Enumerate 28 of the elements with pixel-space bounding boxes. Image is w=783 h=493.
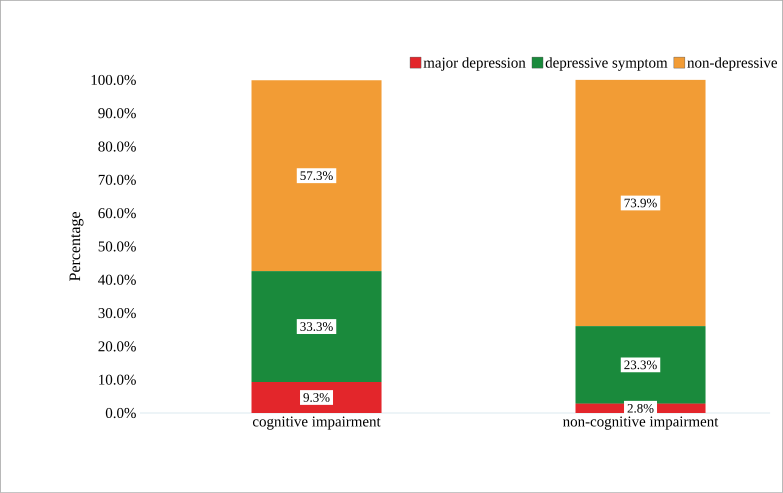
data-label: 73.9% — [624, 198, 657, 208]
data-label: 2.8% — [628, 404, 654, 413]
y-tick-label: 50.0% — [98, 241, 136, 252]
x-tick-label: cognitive impairment — [252, 416, 381, 430]
legend-label: non-depressive — [687, 57, 778, 71]
y-tick-label: 80.0% — [98, 141, 136, 152]
y-tick-label: 20.0% — [98, 341, 136, 352]
y-tick-label: 100.0% — [92, 74, 136, 86]
y-tick-label: 90.0% — [98, 108, 136, 118]
bar — [252, 80, 382, 272]
x-tick-label: non-cognitive impairment — [563, 416, 718, 430]
y-tick-label: 10.0% — [99, 374, 136, 385]
bar — [576, 326, 706, 404]
bar — [576, 80, 706, 326]
bar — [252, 271, 382, 382]
y-tick-label: 0.0% — [106, 408, 136, 418]
data-label: 9.3% — [303, 393, 330, 402]
y-axis-title: Percentage — [70, 212, 84, 281]
y-tick-label: 70.0% — [98, 174, 136, 185]
data-label: 33.3% — [300, 322, 333, 331]
legend-label: major depression — [424, 57, 526, 71]
y-tick-label: 30.0% — [98, 308, 136, 318]
data-label: 57.3% — [300, 171, 333, 180]
legend-label: depressive symptom — [546, 57, 668, 71]
y-tick-label: 40.0% — [98, 274, 136, 285]
data-label: 23.3% — [624, 360, 657, 370]
y-tick-label: 60.0% — [98, 208, 136, 218]
bar — [252, 382, 382, 414]
